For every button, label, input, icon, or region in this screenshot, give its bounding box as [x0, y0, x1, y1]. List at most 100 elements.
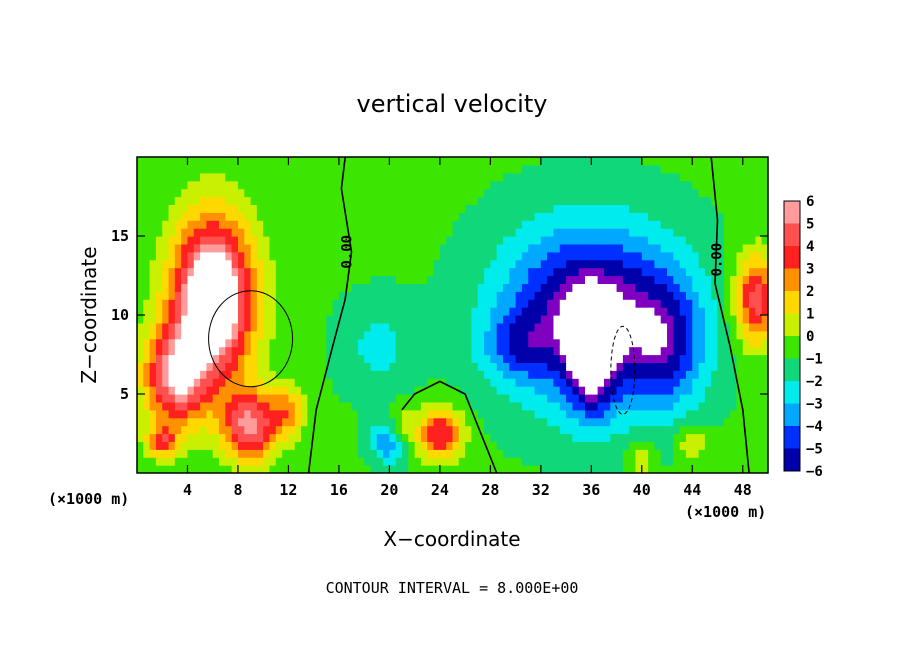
heat-cell — [402, 457, 409, 466]
heat-cell — [301, 251, 308, 261]
heat-cell — [610, 188, 618, 198]
heat-cell — [313, 291, 321, 300]
heat-cell — [521, 354, 529, 363]
heat-cell — [364, 425, 372, 435]
heat-cell — [250, 330, 258, 340]
heat-cell — [616, 370, 624, 379]
heat-cell — [723, 370, 731, 379]
heat-cell — [521, 212, 529, 221]
heat-cell — [332, 236, 340, 245]
heat-cell — [616, 172, 624, 182]
plot-area — [137, 157, 768, 473]
heat-cell — [231, 172, 239, 182]
heat-cell — [149, 386, 157, 395]
heat-cell — [534, 267, 542, 277]
heat-cell — [231, 315, 239, 324]
heat-cell — [490, 180, 498, 190]
heat-cell — [250, 465, 258, 473]
heat-cell — [553, 259, 561, 269]
heat-cell — [742, 417, 750, 427]
heat-cell — [137, 164, 144, 174]
heat-cell — [206, 307, 214, 316]
heat-cell — [250, 157, 258, 166]
heat-cell — [673, 180, 681, 190]
heat-cell — [294, 433, 302, 442]
heat-cell — [641, 354, 649, 363]
heat-cell — [717, 291, 725, 300]
heat-cell — [364, 228, 372, 237]
heat-cell — [528, 315, 536, 324]
heat-cell — [376, 164, 384, 174]
heat-cell — [730, 354, 738, 363]
heat-cell — [200, 417, 208, 427]
heat-cell — [471, 322, 479, 332]
heat-cell — [458, 307, 466, 316]
heat-cell — [521, 425, 529, 435]
heat-cell — [761, 346, 768, 356]
heat-cell — [496, 378, 504, 387]
heat-cell — [465, 157, 473, 166]
heat-cell — [294, 354, 302, 363]
heat-cell — [585, 465, 592, 473]
heat-cell — [471, 267, 479, 277]
heat-cell — [496, 164, 504, 174]
heat-cell — [673, 236, 681, 245]
heat-cell — [749, 449, 756, 458]
heat-cell — [616, 275, 624, 284]
heat-cell — [730, 164, 738, 174]
heat-cell — [357, 299, 365, 308]
heat-cell — [591, 243, 599, 253]
heat-cell — [515, 409, 523, 419]
heat-cell — [237, 386, 245, 395]
x-axis-label: X−coordinate — [383, 527, 520, 551]
heat-cell — [357, 172, 365, 182]
heat-cell — [711, 196, 719, 205]
heat-cell — [635, 465, 643, 473]
heat-cell — [610, 251, 618, 261]
heat-cell — [250, 267, 258, 277]
heat-cell — [181, 394, 189, 403]
heat-cell — [578, 236, 586, 245]
heat-cell — [603, 267, 611, 277]
heat-cell — [193, 465, 201, 473]
heat-cell — [654, 267, 662, 277]
heat-cell — [168, 204, 176, 213]
heat-cell — [206, 330, 214, 340]
heat-cell — [622, 346, 630, 356]
heat-cell — [648, 378, 656, 387]
heat-cell — [648, 346, 656, 356]
colorbar-tick-label: 4 — [806, 239, 814, 255]
heat-cell — [181, 267, 189, 277]
heat-cell — [338, 465, 346, 473]
x-tick-label: 8 — [233, 481, 242, 499]
heat-cell — [181, 465, 189, 473]
heat-cell — [471, 196, 479, 205]
heat-cell — [231, 291, 239, 300]
heat-cell — [174, 354, 182, 363]
heat-cell — [395, 243, 403, 253]
heat-cell — [547, 315, 555, 324]
heat-cell — [244, 433, 252, 442]
heat-cell — [471, 259, 479, 269]
heat-cell — [477, 212, 485, 221]
heat-cell — [338, 370, 346, 379]
heat-cell — [641, 330, 649, 340]
heat-cell — [383, 394, 390, 403]
heat-cell — [357, 259, 365, 269]
heat-cell — [484, 354, 491, 363]
heat-cell — [174, 275, 182, 284]
heat-cell — [427, 243, 435, 253]
heat-cell — [319, 291, 327, 300]
heat-cell — [502, 291, 510, 300]
heat-cell — [591, 338, 599, 348]
heat-cell — [256, 417, 264, 427]
heat-cell — [155, 386, 163, 395]
heat-cell — [383, 433, 390, 442]
heat-cell — [496, 441, 504, 450]
heat-cell — [370, 409, 378, 419]
heat-cell — [181, 236, 189, 245]
heat-cell — [155, 291, 163, 300]
heat-cell — [521, 386, 529, 395]
heat-cell — [723, 283, 731, 292]
heat-cell — [496, 401, 504, 411]
